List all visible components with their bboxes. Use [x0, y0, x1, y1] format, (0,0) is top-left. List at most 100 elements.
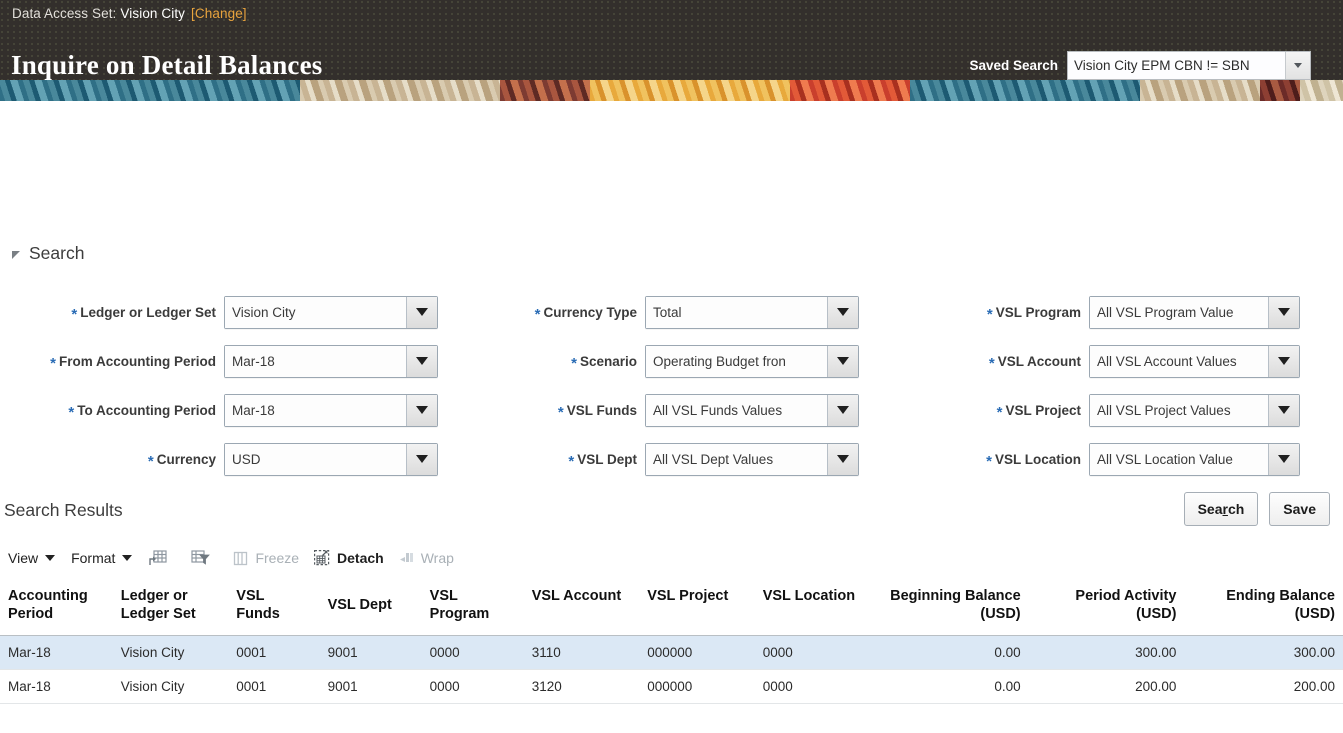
lov-input[interactable]: Mar-18 — [225, 394, 406, 426]
required-marker: * — [571, 354, 577, 372]
lov-input[interactable]: Mar-18 — [225, 345, 406, 377]
freeze-columns-icon — [232, 550, 249, 567]
lov-control[interactable]: Mar-18 — [224, 393, 438, 427]
dropdown-arrow-icon[interactable] — [406, 296, 437, 328]
dropdown-arrow-icon[interactable] — [827, 394, 858, 426]
lov-input[interactable]: Operating Budget fron — [646, 345, 827, 377]
table-row[interactable]: Mar-18 Vision City 0001 9001 0000 3110 000000 0… — [0, 635, 1343, 671]
data-access-set-value: Vision City — [120, 6, 186, 21]
view-menu-label: View — [8, 550, 39, 566]
dropdown-arrow-icon[interactable] — [1268, 394, 1299, 426]
field-label: * VSL Project — [874, 402, 1089, 421]
save-button[interactable]: Save — [1269, 492, 1330, 526]
banner-segment — [1140, 80, 1260, 101]
lov-control[interactable]: All VSL Project Values — [1089, 393, 1300, 427]
grid-export-icon[interactable] — [148, 548, 168, 568]
field-label: * Scenario — [430, 353, 645, 372]
lov-input[interactable]: All VSL Location Value — [1090, 443, 1268, 475]
chevron-down-icon — [122, 555, 133, 561]
field-label: * Ledger or Ledger Set — [9, 304, 224, 323]
field-label-text: Scenario — [579, 353, 637, 369]
page-header: Data Access Set: Vision City [Change] Inqu… — [0, 0, 1343, 101]
table-cell: 0000 — [754, 635, 868, 671]
field-label: * Currency — [9, 451, 224, 470]
saved-search-group: Saved Search Vision City EPM CBN != SBN — [969, 51, 1311, 80]
dropdown-arrow-icon[interactable] — [406, 443, 437, 475]
search-button[interactable]: Sea r ch — [1183, 492, 1259, 526]
lov-control[interactable]: Vision City — [224, 295, 438, 329]
dropdown-arrow-icon[interactable] — [1268, 443, 1299, 475]
lov-input[interactable]: All VSL Dept Values — [646, 443, 827, 475]
form-field-ledger-or-ledger-set: * Ledger or Ledger Set Vision City — [9, 294, 438, 330]
lov-input[interactable]: All VSL Funds Values — [646, 394, 827, 426]
required-marker: * — [147, 452, 154, 470]
detach-button[interactable]: Detach — [313, 549, 384, 567]
decorative-banner-strip — [0, 80, 1343, 101]
bracket-close: ] — [242, 6, 247, 21]
chevron-down-icon — [45, 555, 56, 561]
column-header[interactable]: Ledger or Ledger Set — [112, 586, 229, 637]
grid-filter-icon[interactable] — [190, 548, 211, 568]
lov-input[interactable]: All VSL Project Values — [1090, 394, 1268, 426]
lov-input[interactable]: USD — [225, 443, 406, 475]
lov-input[interactable]: Vision City — [225, 296, 406, 328]
column-header[interactable]: VSL Funds — [228, 586, 320, 637]
detach-icon — [313, 549, 331, 567]
format-menu[interactable]: Format — [71, 550, 133, 566]
dropdown-arrow-icon[interactable] — [406, 394, 437, 426]
search-section-header[interactable]: Search — [12, 243, 84, 264]
form-field-vsl-dept: * VSL Dept All VSL Dept Values — [430, 441, 859, 477]
banner-segment — [590, 80, 790, 101]
table-row[interactable]: Mar-18 Vision City 0001 9001 0000 3120 000000 0… — [0, 669, 1343, 705]
lov-input[interactable]: All VSL Program Value — [1090, 296, 1268, 328]
lov-control[interactable]: Total — [645, 295, 859, 329]
table-body: Mar-18 Vision City 0001 9001 0000 3110 000000 0… — [0, 635, 1343, 705]
lov-control[interactable]: All VSL Dept Values — [645, 442, 859, 476]
lov-control[interactable]: USD — [224, 442, 438, 476]
column-header[interactable]: Accounting Period — [0, 586, 113, 637]
dropdown-arrow-icon[interactable] — [406, 345, 437, 377]
table-cell: 000000 — [639, 635, 755, 671]
column-header[interactable]: VSL Account — [523, 586, 640, 637]
lov-control[interactable]: All VSL Program Value — [1089, 295, 1300, 329]
data-access-set-bar: Data Access Set: Vision City [Change] — [12, 6, 247, 21]
dropdown-arrow-icon[interactable] — [827, 345, 858, 377]
chevron-down-icon[interactable] — [1285, 52, 1310, 79]
field-label-text: VSL Funds — [566, 402, 637, 418]
table-header-row: Accounting Period Ledger or Ledger Set VSL… — [0, 586, 1343, 637]
lov-control[interactable]: All VSL Location Value — [1089, 442, 1300, 476]
column-header[interactable]: VSL Dept — [319, 586, 422, 637]
column-header[interactable]: VSL Program — [421, 586, 524, 637]
required-marker: * — [568, 452, 575, 470]
field-label-text: VSL Project — [1005, 402, 1081, 418]
triangle-collapse-icon[interactable] — [12, 250, 20, 259]
dropdown-arrow-icon[interactable] — [1268, 296, 1299, 328]
lov-control[interactable]: All VSL Account Values — [1089, 344, 1300, 378]
freeze-button[interactable]: Freeze — [232, 550, 299, 567]
column-header[interactable]: VSL Location — [754, 586, 868, 637]
saved-search-select[interactable]: Vision City EPM CBN != SBN — [1067, 51, 1311, 80]
column-header[interactable]: VSL Project — [639, 586, 755, 637]
wrap-text-icon — [398, 550, 415, 567]
lov-input[interactable]: Total — [646, 296, 827, 328]
dropdown-arrow-icon[interactable] — [827, 296, 858, 328]
column-header[interactable]: Beginning Balance (USD) — [867, 586, 1029, 637]
field-label-text: To Accounting Period — [77, 402, 216, 418]
lov-control[interactable]: Mar-18 — [224, 344, 438, 378]
view-menu[interactable]: View — [8, 550, 56, 566]
wrap-button[interactable]: Wrap — [398, 550, 454, 567]
dropdown-arrow-icon[interactable] — [1268, 345, 1299, 377]
change-data-access-set-link[interactable]: Change — [194, 6, 243, 21]
column-header[interactable]: Ending Balance (USD) — [1184, 586, 1343, 637]
field-label-text: From Accounting Period — [58, 353, 216, 369]
field-label: * VSL Dept — [430, 451, 645, 470]
banner-segment — [500, 80, 590, 101]
page-title: Inquire on Detail Balances — [11, 50, 323, 80]
lov-input[interactable]: All VSL Account Values — [1090, 345, 1268, 377]
form-field-vsl-location: * VSL Location All VSL Location Value — [874, 441, 1300, 477]
lov-control[interactable]: Operating Budget fron — [645, 344, 859, 378]
dropdown-arrow-icon[interactable] — [827, 443, 858, 475]
required-marker: * — [68, 403, 75, 421]
lov-control[interactable]: All VSL Funds Values — [645, 393, 859, 427]
column-header[interactable]: Period Activity (USD) — [1028, 586, 1185, 637]
